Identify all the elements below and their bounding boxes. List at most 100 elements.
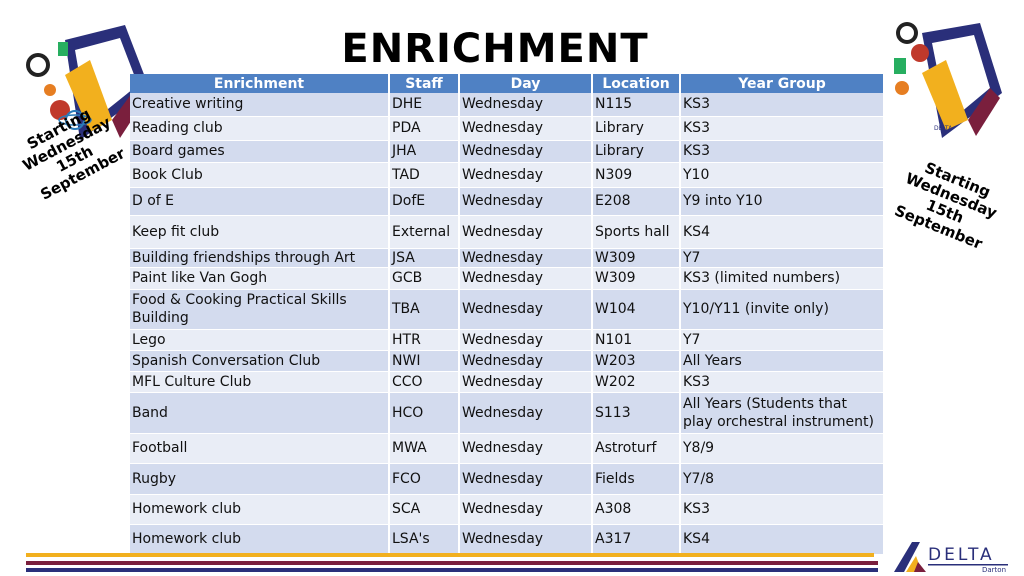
cell-staff: FCO xyxy=(389,463,460,495)
cell-day: Wednesday xyxy=(459,267,593,290)
footer-bar-maroon xyxy=(26,561,878,565)
cell-year-group: KS3 (limited numbers) xyxy=(680,267,885,290)
start-date-note-right: Starting Wednesday 15th September xyxy=(892,158,1000,253)
header-day: Day xyxy=(459,74,593,93)
table-row: Spanish Conversation Club NWI Wednesday … xyxy=(130,350,885,372)
table-row: D of E DofE Wednesday E208 Y9 into Y10 xyxy=(130,187,885,216)
cell-location: A308 xyxy=(592,494,681,525)
cell-enrichment: Book Club xyxy=(130,162,390,188)
header-year-group: Year Group xyxy=(680,74,885,93)
cell-day: Wednesday xyxy=(459,248,593,268)
table-row: Homework club LSA's Wednesday A317 KS4 xyxy=(130,524,885,555)
cell-day: Wednesday xyxy=(459,463,593,495)
cell-staff: DofE xyxy=(389,187,460,216)
cell-enrichment: Homework club xyxy=(130,524,390,555)
cell-enrichment: Food & Cooking Practical Skills Building xyxy=(130,289,390,330)
cell-day: Wednesday xyxy=(459,116,593,141)
cell-staff: MWA xyxy=(389,433,460,464)
footer-bar-navy xyxy=(26,568,878,572)
cell-day: Wednesday xyxy=(459,392,593,434)
delta-logo-text: DELTA xyxy=(928,545,995,565)
cell-location: W203 xyxy=(592,350,681,372)
cell-location: N115 xyxy=(592,93,681,117)
cell-location: Library xyxy=(592,140,681,163)
cell-year-group: KS3 xyxy=(680,93,885,117)
cell-staff: HCO xyxy=(389,392,460,434)
table-row: Paint like Van Gogh GCB Wednesday W309 K… xyxy=(130,267,885,290)
table-row: Creative writing DHE Wednesday N115 KS3 xyxy=(130,93,885,117)
cell-location: Sports hall xyxy=(592,215,681,249)
cell-staff: SCA xyxy=(389,494,460,525)
table-row: Keep fit club External Wednesday Sports … xyxy=(130,215,885,249)
cell-year-group: Y10/Y11 (invite only) xyxy=(680,289,885,330)
cell-year-group: All Years (Students that play orchestral… xyxy=(680,392,885,434)
cell-year-group: KS4 xyxy=(680,215,885,249)
cell-location: W309 xyxy=(592,248,681,268)
cell-location: Library xyxy=(592,116,681,141)
cell-enrichment: Spanish Conversation Club xyxy=(130,350,390,372)
cell-year-group: Y7 xyxy=(680,248,885,268)
header-enrichment: Enrichment xyxy=(130,74,390,93)
cell-location: A317 xyxy=(592,524,681,555)
cell-location: W202 xyxy=(592,371,681,393)
table-row: Football MWA Wednesday Astroturf Y8/9 xyxy=(130,433,885,464)
cell-year-group: KS4 xyxy=(680,524,885,555)
cell-staff: JHA xyxy=(389,140,460,163)
table-row: Lego HTR Wednesday N101 Y7 xyxy=(130,329,885,351)
cell-year-group: KS3 xyxy=(680,116,885,141)
cell-location: W309 xyxy=(592,267,681,290)
cell-staff: JSA xyxy=(389,248,460,268)
header-staff: Staff xyxy=(389,74,460,93)
cell-day: Wednesday xyxy=(459,524,593,555)
cell-day: Wednesday xyxy=(459,350,593,372)
cell-enrichment: Football xyxy=(130,433,390,464)
cell-day: Wednesday xyxy=(459,140,593,163)
cell-location: Astroturf xyxy=(592,433,681,464)
page-title: ENRICHMENT xyxy=(341,26,649,72)
cell-year-group: KS3 xyxy=(680,140,885,163)
header-location: Location xyxy=(592,74,681,93)
footer-bar-gold xyxy=(26,553,874,557)
cell-staff: LSA's xyxy=(389,524,460,555)
cell-location: W104 xyxy=(592,289,681,330)
cell-staff: PDA xyxy=(389,116,460,141)
svg-text:DELTA: DELTA xyxy=(934,125,953,132)
cell-day: Wednesday xyxy=(459,329,593,351)
cell-enrichment: Reading club xyxy=(130,116,390,141)
cell-location: N309 xyxy=(592,162,681,188)
cell-day: Wednesday xyxy=(459,289,593,330)
cell-location: E208 xyxy=(592,187,681,216)
cell-year-group: KS3 xyxy=(680,494,885,525)
cell-enrichment: Building friendships through Art xyxy=(130,248,390,268)
cell-day: Wednesday xyxy=(459,93,593,117)
table-row: Food & Cooking Practical Skills Building… xyxy=(130,289,885,330)
cell-enrichment: MFL Culture Club xyxy=(130,371,390,393)
cell-year-group: KS3 xyxy=(680,371,885,393)
cell-year-group: Y7 xyxy=(680,329,885,351)
cell-year-group: Y9 into Y10 xyxy=(680,187,885,216)
table-row: Homework club SCA Wednesday A308 KS3 xyxy=(130,494,885,525)
cell-enrichment: Paint like Van Gogh xyxy=(130,267,390,290)
cell-staff: NWI xyxy=(389,350,460,372)
table-row: Building friendships through Art JSA Wed… xyxy=(130,248,885,268)
cell-enrichment: Rugby xyxy=(130,463,390,495)
cell-year-group: Y7/8 xyxy=(680,463,885,495)
delta-logo: DELTA Darton xyxy=(894,542,1008,574)
cell-enrichment: Creative writing xyxy=(130,93,390,117)
cell-day: Wednesday xyxy=(459,371,593,393)
cell-day: Wednesday xyxy=(459,215,593,249)
cell-day: Wednesday xyxy=(459,187,593,216)
cell-enrichment: Homework club xyxy=(130,494,390,525)
table-row: Band HCO Wednesday S113 All Years (Stude… xyxy=(130,392,885,434)
cell-staff: TAD xyxy=(389,162,460,188)
cell-staff: HTR xyxy=(389,329,460,351)
cell-enrichment: Board games xyxy=(130,140,390,163)
cell-year-group: Y10 xyxy=(680,162,885,188)
cell-day: Wednesday xyxy=(459,494,593,525)
table-row: Board games JHA Wednesday Library KS3 xyxy=(130,140,885,163)
cell-location: N101 xyxy=(592,329,681,351)
cell-staff: CCO xyxy=(389,371,460,393)
table-row: Rugby FCO Wednesday Fields Y7/8 xyxy=(130,463,885,495)
cell-day: Wednesday xyxy=(459,162,593,188)
table-header-row: Enrichment Staff Day Location Year Group xyxy=(130,74,885,93)
